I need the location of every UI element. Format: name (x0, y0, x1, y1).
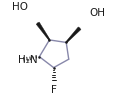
Text: H₂N: H₂N (17, 55, 37, 65)
Text: F: F (50, 85, 56, 95)
Text: OH: OH (89, 8, 105, 18)
Polygon shape (36, 22, 49, 40)
Text: HO: HO (12, 2, 28, 12)
Polygon shape (65, 27, 80, 43)
